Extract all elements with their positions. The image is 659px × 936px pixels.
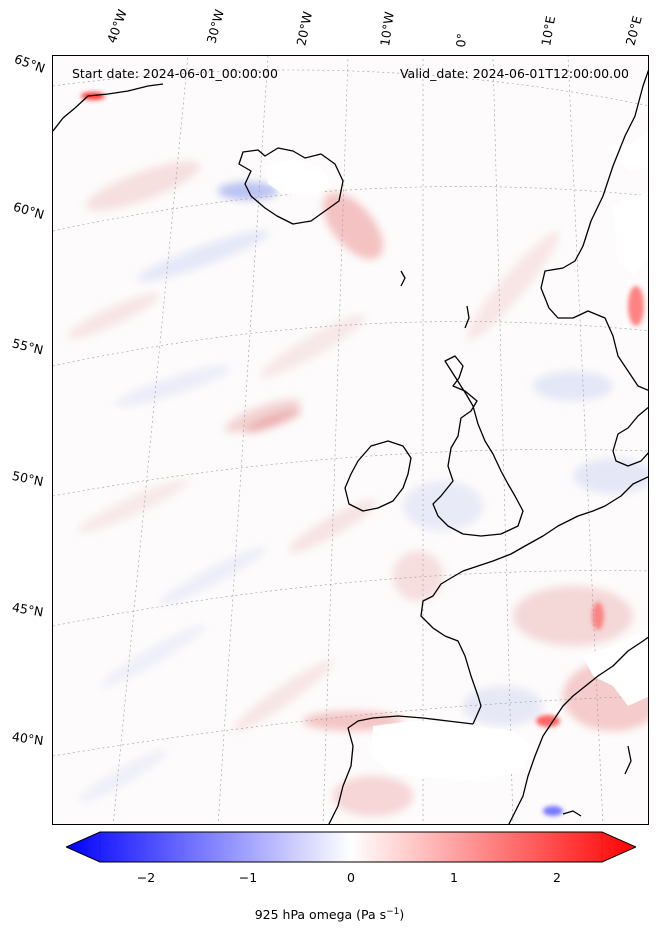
coastlines [53, 69, 648, 824]
lon-label-20e: 20°E [622, 14, 645, 48]
colorbar-tick: −1 [238, 870, 258, 885]
lon-label-10w: 10°W [377, 10, 397, 48]
lat-label-55n: 55°N [10, 335, 45, 358]
lat-label-65n: 65°N [12, 51, 48, 76]
colorbar-tick: 1 [450, 870, 458, 885]
omega-field-map [53, 56, 648, 824]
lat-label-50n: 50°N [10, 467, 45, 490]
map-panel [52, 55, 649, 825]
colorbar-tick: −2 [136, 870, 156, 885]
colorbar [66, 831, 636, 863]
omega-strong-cells [81, 92, 644, 816]
colorbar-tick: 0 [347, 870, 355, 885]
lon-label-0: 0° [453, 32, 470, 48]
lon-label-30w: 30°W [203, 7, 227, 46]
lat-label-40n: 40°N [11, 728, 45, 749]
lon-label-10e: 10°E [538, 14, 559, 48]
colorbar-tick: 2 [553, 870, 561, 885]
colorbar-label: 925 hPa omega (Pa s−1) [254, 907, 405, 923]
lon-label-40w: 40°W [103, 7, 130, 46]
omega-field [67, 161, 648, 816]
terrain-mask [265, 132, 648, 781]
lat-label-45n: 45°N [10, 599, 45, 620]
lat-label-60n: 60°N [11, 198, 47, 223]
start-date-label: Start date: 2024-06-01_00:00:00 [72, 66, 278, 81]
valid-date-label: Valid_date: 2024-06-01T12:00:00.00 [399, 66, 629, 81]
lon-label-20w: 20°W [293, 10, 316, 47]
graticule [53, 56, 648, 824]
